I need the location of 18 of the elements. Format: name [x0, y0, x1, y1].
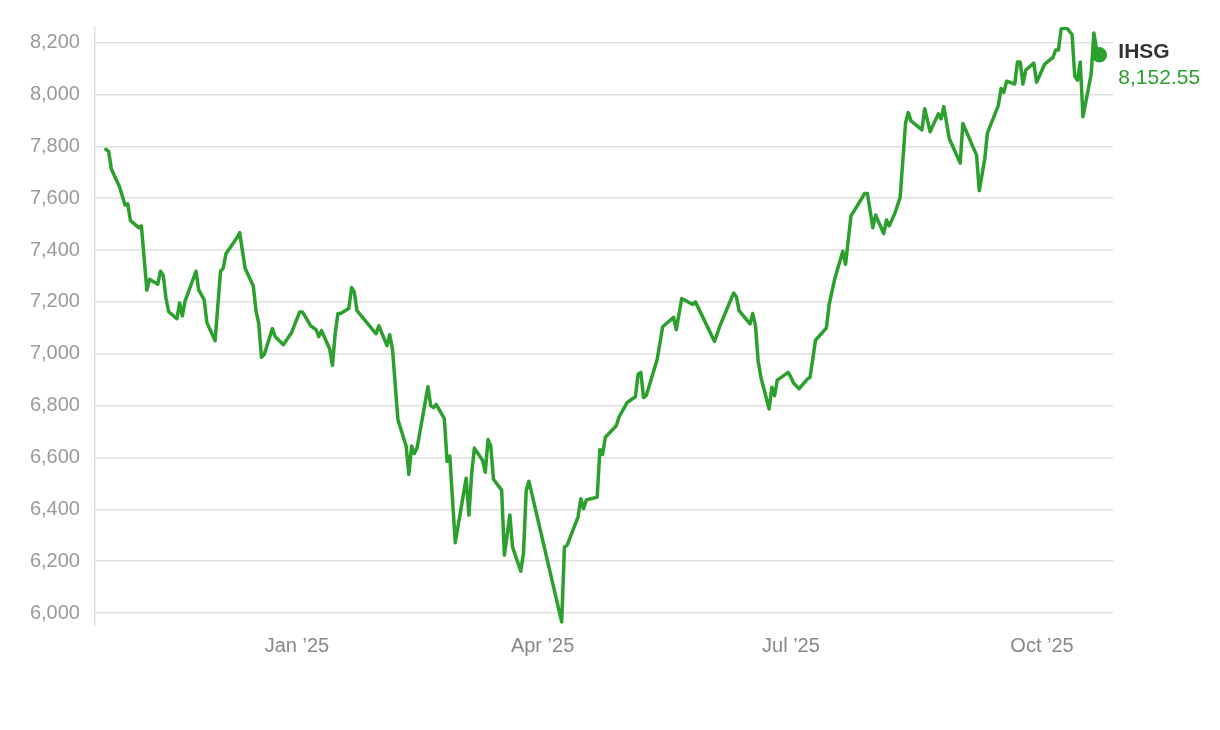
x-tick-label: Apr ’25: [510, 633, 575, 656]
data-label: 8,152.55: [1118, 64, 1201, 88]
series-label: IHSG: [1118, 38, 1170, 62]
x-tick-label: Oct ’25: [1010, 633, 1074, 656]
y-tick-label: 8,200: [29, 30, 80, 53]
y-tick-label: 7,800: [29, 133, 80, 156]
y-tick-label: 6,000: [29, 600, 80, 623]
y-tick-label: 6,600: [29, 444, 80, 467]
y-tick-label: 7,400: [29, 237, 80, 260]
x-tick-label: Jan ’25: [264, 633, 330, 656]
y-tick-label: 7,600: [29, 185, 80, 208]
y-tick-label: 6,200: [29, 548, 80, 571]
y-tick-label: 6,400: [29, 496, 80, 519]
y-tick-label: 7,200: [29, 289, 80, 312]
y-tick-label: 7,000: [29, 341, 80, 364]
x-tick-label: Jul ’25: [762, 633, 820, 656]
y-tick-label: 6,800: [29, 393, 80, 416]
y-tick-label: 8,000: [29, 81, 80, 104]
